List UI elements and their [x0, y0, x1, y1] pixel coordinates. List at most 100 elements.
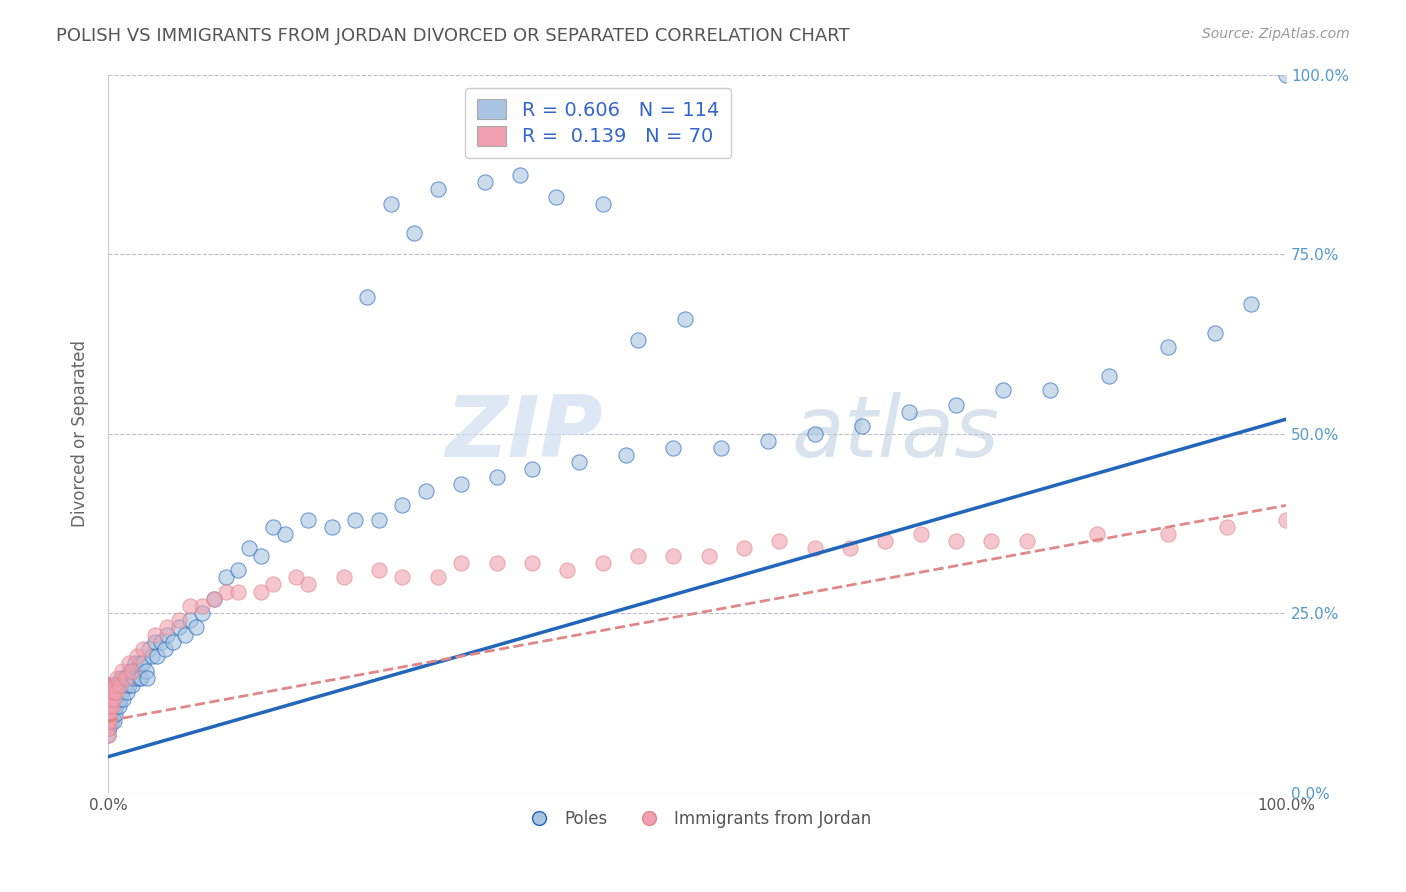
Point [1275, 68, 1298, 82]
Point [108, 692, 131, 706]
Point [162, 635, 184, 649]
Point [485, 469, 508, 483]
Point [285, 570, 308, 584]
Text: ZIP: ZIP [446, 392, 603, 475]
Text: POLISH VS IMMIGRANTS FROM JORDAN DIVORCED OR SEPARATED CORRELATION CHART: POLISH VS IMMIGRANTS FROM JORDAN DIVORCE… [56, 27, 849, 45]
Point [1015, 534, 1038, 549]
Point [98, 714, 121, 728]
Point [97, 728, 120, 742]
Point [980, 534, 1002, 549]
Point [415, 483, 437, 498]
Point [118, 657, 141, 671]
Point [356, 290, 378, 304]
Point [592, 196, 614, 211]
Point [118, 678, 141, 692]
Point [108, 678, 131, 692]
Point [520, 556, 543, 570]
Point [124, 657, 146, 671]
Point [262, 577, 284, 591]
Point [101, 692, 124, 706]
Point [107, 671, 129, 685]
Point [97, 699, 120, 714]
Point [121, 664, 143, 678]
Point [875, 534, 897, 549]
Point [97, 699, 120, 714]
Point [97, 685, 120, 699]
Point [122, 671, 145, 685]
Point [132, 642, 155, 657]
Point [135, 671, 157, 685]
Point [97, 706, 120, 721]
Point [115, 685, 138, 699]
Point [945, 398, 967, 412]
Point [97, 692, 120, 706]
Point [98, 714, 121, 728]
Point [697, 549, 720, 563]
Point [768, 534, 790, 549]
Y-axis label: Divorced or Separated: Divorced or Separated [72, 340, 89, 527]
Point [179, 613, 201, 627]
Point [1087, 527, 1109, 541]
Point [127, 664, 149, 678]
Point [97, 678, 120, 692]
Point [128, 671, 150, 685]
Point [98, 714, 121, 728]
Point [520, 462, 543, 476]
Point [321, 520, 343, 534]
Point [110, 671, 132, 685]
Point [117, 671, 139, 685]
Point [391, 570, 413, 584]
Point [993, 384, 1015, 398]
Point [100, 685, 122, 699]
Point [404, 226, 426, 240]
Point [97, 678, 120, 692]
Point [98, 706, 121, 721]
Point [191, 599, 214, 613]
Point [104, 678, 127, 692]
Point [450, 556, 472, 570]
Point [173, 628, 195, 642]
Point [803, 541, 825, 556]
Point [391, 499, 413, 513]
Point [368, 563, 391, 577]
Point [709, 441, 731, 455]
Point [104, 692, 127, 706]
Point [97, 714, 120, 728]
Point [226, 584, 249, 599]
Point [112, 692, 135, 706]
Point [132, 657, 155, 671]
Point [138, 642, 160, 657]
Point [100, 714, 122, 728]
Point [332, 570, 354, 584]
Point [141, 649, 163, 664]
Point [127, 649, 149, 664]
Point [191, 606, 214, 620]
Point [97, 699, 120, 714]
Point [107, 699, 129, 714]
Point [97, 721, 120, 735]
Point [485, 556, 508, 570]
Point [104, 678, 127, 692]
Point [262, 520, 284, 534]
Legend: Poles, Immigrants from Jordan: Poles, Immigrants from Jordan [516, 804, 879, 835]
Point [368, 513, 391, 527]
Point [557, 563, 579, 577]
Point [250, 584, 273, 599]
Point [107, 692, 129, 706]
Point [97, 721, 120, 735]
Point [98, 685, 121, 699]
Point [107, 678, 129, 692]
Point [474, 175, 496, 189]
Point [104, 706, 127, 721]
Point [103, 685, 125, 699]
Point [111, 685, 134, 699]
Point [1216, 520, 1239, 534]
Point [101, 706, 124, 721]
Point [114, 671, 136, 685]
Point [103, 714, 125, 728]
Point [98, 706, 121, 721]
Point [297, 513, 319, 527]
Point [105, 685, 128, 699]
Point [273, 527, 295, 541]
Point [107, 685, 129, 699]
